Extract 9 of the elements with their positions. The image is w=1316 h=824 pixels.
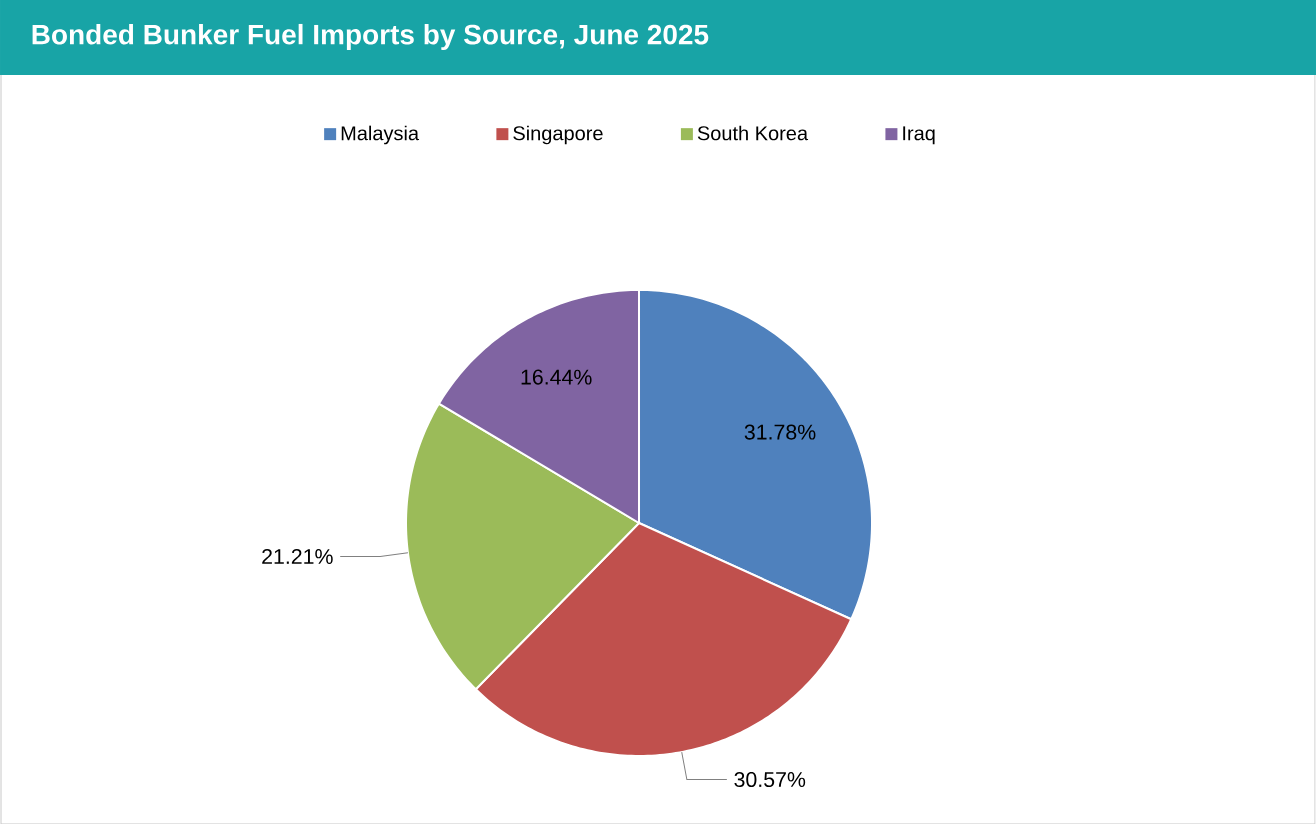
legend-label: Iraq	[903, 126, 935, 145]
data-label: 21.21%	[262, 548, 333, 564]
legend-label: Malaysia	[341, 125, 420, 145]
legend-label: Singapore	[513, 125, 603, 145]
data-label: 31.78%	[744, 424, 816, 440]
data-label: 16.44%	[521, 369, 592, 385]
chart-title: Bonded Bunker Fuel Imports by Source, June 2025	[32, 23, 709, 50]
data-label: 30.57%	[734, 771, 806, 787]
legend-label: South Korea	[697, 125, 809, 141]
